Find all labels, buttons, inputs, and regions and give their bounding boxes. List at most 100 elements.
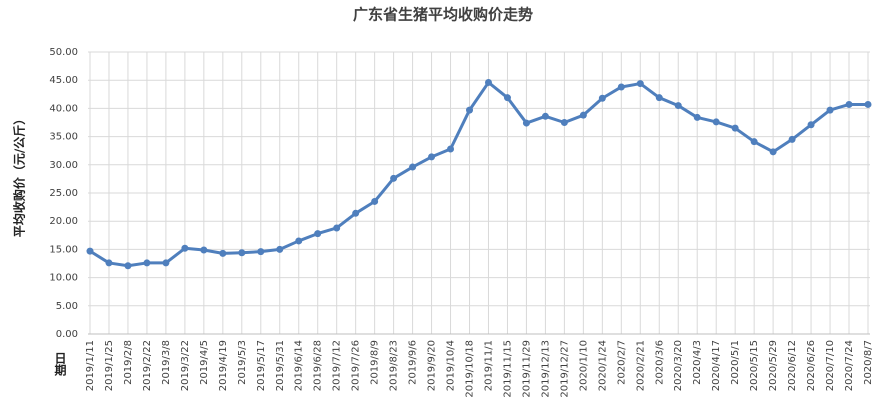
x-tick-label: 2019/8/23: [389, 340, 400, 391]
data-point: [314, 230, 322, 238]
x-tick-label: 2020/6/12: [787, 340, 798, 391]
data-point: [731, 124, 739, 132]
x-tick-label: 2019/5/17: [256, 340, 267, 391]
x-tick-label: 2019/1/11: [85, 340, 96, 391]
data-point: [105, 259, 113, 267]
data-point: [541, 112, 549, 120]
y-tick-label: 20.00: [49, 216, 78, 227]
x-tick-label: 2019/3/22: [180, 340, 191, 391]
x-tick-label: 2019/12/27: [559, 340, 570, 398]
y-tick-label: 40.00: [49, 103, 78, 114]
data-point: [124, 262, 132, 270]
data-point: [769, 148, 777, 156]
x-tick-label: 2020/7/10: [825, 340, 836, 391]
data-point: [143, 259, 151, 267]
x-tick-label: 2020/5/15: [749, 340, 760, 391]
x-tick-label: 2019/9/20: [427, 340, 438, 391]
data-point: [295, 237, 303, 245]
x-tick-label: 2020/3/6: [654, 340, 665, 385]
data-point: [276, 245, 284, 253]
x-tick-label: 2020/5/29: [768, 340, 779, 391]
data-point: [693, 113, 701, 121]
x-tick-label: 2019/2/8: [123, 340, 134, 385]
x-tick-label: 2019/12/13: [540, 340, 551, 398]
x-tick-label: 2019/10/4: [446, 340, 457, 391]
x-tick-label: 2019/3/8: [161, 340, 172, 385]
x-tick-label: 2019/4/5: [199, 340, 210, 385]
data-point: [257, 248, 265, 256]
data-point: [238, 249, 246, 257]
data-point: [447, 145, 455, 153]
data-point: [333, 224, 341, 232]
x-tick-label: 2020/2/21: [635, 340, 646, 391]
y-tick-label: 0.00: [56, 329, 78, 340]
x-tick-label: 2019/7/12: [332, 340, 343, 391]
y-tick-label: 15.00: [49, 244, 78, 255]
data-point: [484, 78, 492, 86]
x-tick-label: 2020/5/1: [730, 340, 741, 385]
data-point: [503, 94, 511, 102]
y-tick-label: 35.00: [49, 132, 78, 143]
y-tick-label: 45.00: [49, 75, 78, 86]
x-tick-label: 2020/2/7: [616, 340, 627, 385]
data-point: [86, 247, 94, 255]
chart-title: 广东省生猪平均收购价走势: [353, 6, 533, 24]
x-tick-label: 2020/6/26: [806, 340, 817, 391]
data-point: [579, 111, 587, 119]
y-tick-label: 30.00: [49, 160, 78, 171]
series-line: [89, 80, 868, 268]
data-point: [409, 163, 417, 171]
data-point: [371, 197, 379, 205]
data-point: [428, 153, 436, 161]
data-point: [522, 119, 530, 127]
x-tick-label: 2020/1/24: [597, 340, 608, 391]
data-point: [200, 246, 208, 254]
data-point: [864, 100, 872, 108]
data-point: [162, 259, 170, 267]
data-point: [352, 209, 360, 217]
x-tick-label: 2020/3/20: [673, 340, 684, 391]
data-point: [466, 106, 474, 114]
data-point: [845, 100, 853, 108]
x-tick-label: 2019/11/15: [502, 340, 513, 398]
x-tick-label: 2020/4/17: [711, 340, 722, 391]
y-tick-label: 10.00: [49, 273, 78, 284]
x-tick-label: 2020/4/3: [692, 340, 703, 385]
x-tick-label: 2019/11/29: [521, 340, 532, 398]
data-point: [598, 94, 606, 102]
x-tick-label: 2019/2/22: [142, 340, 153, 391]
x-tick-label: 2019/4/19: [218, 340, 229, 391]
data-point: [390, 174, 398, 182]
x-tick-label: 2020/7/24: [844, 340, 855, 391]
x-axis-label: 日期: [53, 352, 67, 377]
x-tick-label: 2019/7/26: [351, 340, 362, 391]
data-point: [181, 244, 189, 252]
data-point: [750, 138, 758, 146]
data-point: [826, 106, 834, 114]
data-point: [560, 119, 568, 126]
data-point: [636, 80, 644, 88]
y-tick-label: 25.00: [49, 188, 78, 199]
y-tick-label: 50.00: [49, 47, 78, 58]
x-tick-label: 2019/5/31: [275, 340, 286, 391]
data-point: [807, 121, 815, 129]
data-point: [788, 135, 796, 143]
y-axis-label: 平均收购价（元/公斤）: [12, 113, 27, 237]
x-tick-label: 2019/10/18: [465, 340, 476, 398]
x-tick-label: 2019/5/3: [237, 340, 248, 385]
x-tick-label: 2020/8/7: [863, 340, 874, 385]
x-tick-label: 2019/9/6: [408, 340, 419, 385]
data-point: [617, 83, 625, 91]
x-tick-label: 2019/1/25: [104, 340, 115, 391]
x-tick-label: 2020/1/10: [578, 340, 589, 391]
y-tick-label: 5.00: [56, 301, 78, 312]
x-tick-label: 2019/6/14: [294, 340, 305, 391]
data-point: [655, 94, 663, 102]
data-point: [674, 102, 682, 110]
x-tick-label: 2019/8/9: [370, 340, 381, 385]
x-tick-label: 2019/6/28: [313, 340, 324, 391]
data-point: [219, 249, 227, 257]
x-tick-label: 2019/11/1: [483, 340, 494, 391]
data-point: [712, 118, 720, 126]
